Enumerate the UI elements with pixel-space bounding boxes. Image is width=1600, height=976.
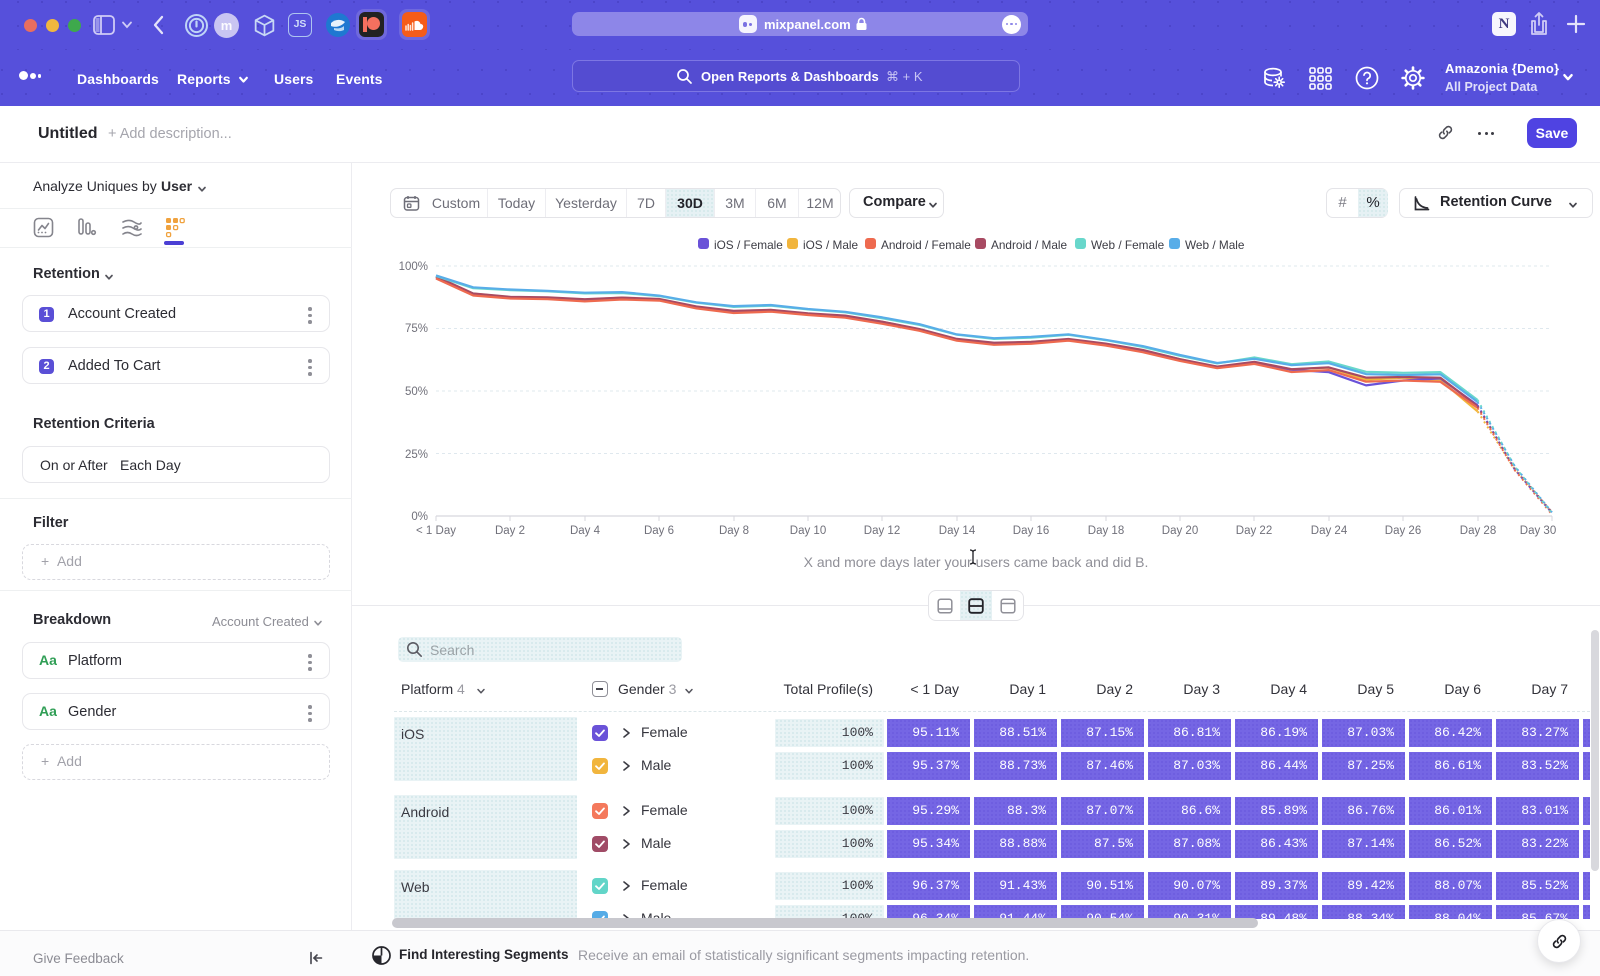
svg-text:25%: 25% bbox=[405, 449, 428, 461]
svg-text:Day 16: Day 16 bbox=[1013, 525, 1049, 537]
svg-text:Day 22: Day 22 bbox=[1236, 525, 1272, 537]
svg-text:Day 14: Day 14 bbox=[939, 525, 976, 537]
svg-text:Day 24: Day 24 bbox=[1311, 525, 1348, 537]
svg-text:0%: 0% bbox=[411, 511, 428, 523]
svg-text:50%: 50% bbox=[405, 386, 428, 398]
svg-text:Day 28: Day 28 bbox=[1460, 525, 1496, 537]
svg-text:100%: 100% bbox=[399, 261, 428, 273]
svg-text:Day 8: Day 8 bbox=[719, 525, 749, 537]
svg-text:75%: 75% bbox=[405, 323, 428, 335]
svg-text:Day 4: Day 4 bbox=[570, 525, 601, 537]
svg-text:Day 20: Day 20 bbox=[1162, 525, 1198, 537]
svg-text:Day 12: Day 12 bbox=[864, 525, 900, 537]
svg-text:Day 6: Day 6 bbox=[644, 525, 674, 537]
svg-text:Day 10: Day 10 bbox=[790, 525, 826, 537]
svg-text:Day 18: Day 18 bbox=[1088, 525, 1124, 537]
svg-text:Day 2: Day 2 bbox=[495, 525, 525, 537]
svg-text:Day 30: Day 30 bbox=[1520, 525, 1556, 537]
svg-text:Day 26: Day 26 bbox=[1385, 525, 1421, 537]
svg-text:< 1 Day: < 1 Day bbox=[416, 525, 456, 537]
